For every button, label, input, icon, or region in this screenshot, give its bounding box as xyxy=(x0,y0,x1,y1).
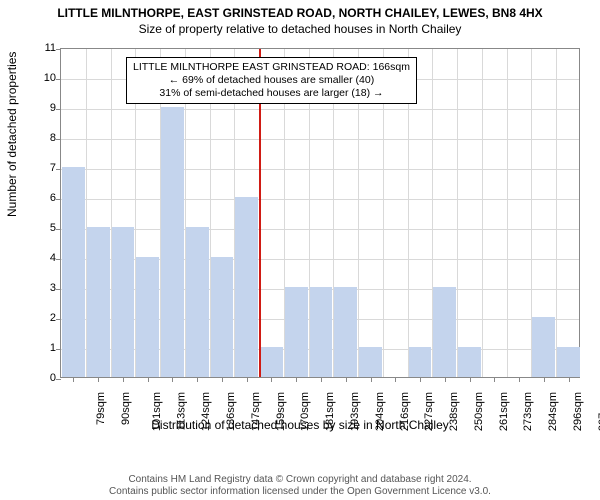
ytick-label: 9 xyxy=(36,102,56,114)
bar xyxy=(433,287,456,377)
gridline-v xyxy=(507,49,508,377)
gridline-h xyxy=(61,229,579,230)
bar xyxy=(136,257,159,377)
footer-line-2: Contains public sector information licen… xyxy=(0,486,600,498)
chart-subtitle: Size of property relative to detached ho… xyxy=(0,20,600,40)
plot-region: LITTLE MILNTHORPE EAST GRINSTEAD ROAD: 1… xyxy=(60,48,580,378)
footer-attribution: Contains HM Land Registry data © Crown c… xyxy=(0,474,600,498)
bar xyxy=(334,287,357,377)
xtick-mark xyxy=(395,377,396,382)
xtick-mark xyxy=(172,377,173,382)
ytick-label: 0 xyxy=(36,372,56,384)
gridline-v xyxy=(457,49,458,377)
xtick-mark xyxy=(222,377,223,382)
annotation-box: LITTLE MILNTHORPE EAST GRINSTEAD ROAD: 1… xyxy=(126,57,417,104)
ytick-label: 4 xyxy=(36,252,56,264)
xtick-mark xyxy=(346,377,347,382)
xtick-mark xyxy=(197,377,198,382)
xtick-mark xyxy=(494,377,495,382)
annotation-line-2: ← 69% of detached houses are smaller (40… xyxy=(133,74,410,87)
ytick-mark xyxy=(56,349,61,350)
bar xyxy=(235,197,258,377)
xtick-mark xyxy=(296,377,297,382)
ytick-label: 5 xyxy=(36,222,56,234)
xtick-mark xyxy=(544,377,545,382)
bar xyxy=(186,227,209,377)
ytick-label: 1 xyxy=(36,342,56,354)
gridline-v xyxy=(556,49,557,377)
ytick-label: 7 xyxy=(36,162,56,174)
bar xyxy=(161,107,184,377)
ytick-label: 3 xyxy=(36,282,56,294)
bar xyxy=(557,347,580,377)
ytick-label: 8 xyxy=(36,132,56,144)
ytick-mark xyxy=(56,379,61,380)
bar xyxy=(359,347,382,377)
bar xyxy=(458,347,481,377)
ytick-mark xyxy=(56,109,61,110)
x-axis-label: Distribution of detached houses by size … xyxy=(0,418,600,432)
annotation-line-3: 31% of semi-detached houses are larger (… xyxy=(133,87,410,100)
bar xyxy=(211,257,234,377)
ytick-mark xyxy=(56,139,61,140)
chart-title: LITTLE MILNTHORPE, EAST GRINSTEAD ROAD, … xyxy=(0,0,600,20)
ytick-mark xyxy=(56,49,61,50)
xtick-mark xyxy=(271,377,272,382)
bar xyxy=(310,287,333,377)
bar xyxy=(260,347,283,377)
gridline-v xyxy=(482,49,483,377)
ytick-mark xyxy=(56,259,61,260)
xtick-mark xyxy=(569,377,570,382)
xtick-mark xyxy=(519,377,520,382)
ytick-mark xyxy=(56,169,61,170)
y-axis-label: Number of detached properties xyxy=(5,52,19,217)
ytick-label: 2 xyxy=(36,312,56,324)
gridline-h xyxy=(61,109,579,110)
gridline-h xyxy=(61,139,579,140)
annotation-line-1: LITTLE MILNTHORPE EAST GRINSTEAD ROAD: 1… xyxy=(133,61,410,74)
bar xyxy=(62,167,85,377)
xtick-mark xyxy=(371,377,372,382)
footer-line-1: Contains HM Land Registry data © Crown c… xyxy=(0,474,600,486)
chart-area: Number of detached properties LITTLE MIL… xyxy=(0,40,600,440)
bar xyxy=(285,287,308,377)
ytick-mark xyxy=(56,199,61,200)
xtick-mark xyxy=(247,377,248,382)
ytick-mark xyxy=(56,79,61,80)
ytick-label: 11 xyxy=(36,42,56,54)
gridline-h xyxy=(61,199,579,200)
gridline-h xyxy=(61,169,579,170)
bar xyxy=(409,347,432,377)
ytick-mark xyxy=(56,319,61,320)
ytick-label: 10 xyxy=(36,72,56,84)
xtick-mark xyxy=(123,377,124,382)
ytick-label: 6 xyxy=(36,192,56,204)
xtick-mark xyxy=(470,377,471,382)
ytick-mark xyxy=(56,229,61,230)
xtick-mark xyxy=(420,377,421,382)
bar xyxy=(112,227,135,377)
xtick-mark xyxy=(98,377,99,382)
xtick-mark xyxy=(445,377,446,382)
xtick-mark xyxy=(148,377,149,382)
xtick-mark xyxy=(73,377,74,382)
bar xyxy=(87,227,110,377)
ytick-mark xyxy=(56,289,61,290)
bar xyxy=(532,317,555,377)
xtick-mark xyxy=(321,377,322,382)
